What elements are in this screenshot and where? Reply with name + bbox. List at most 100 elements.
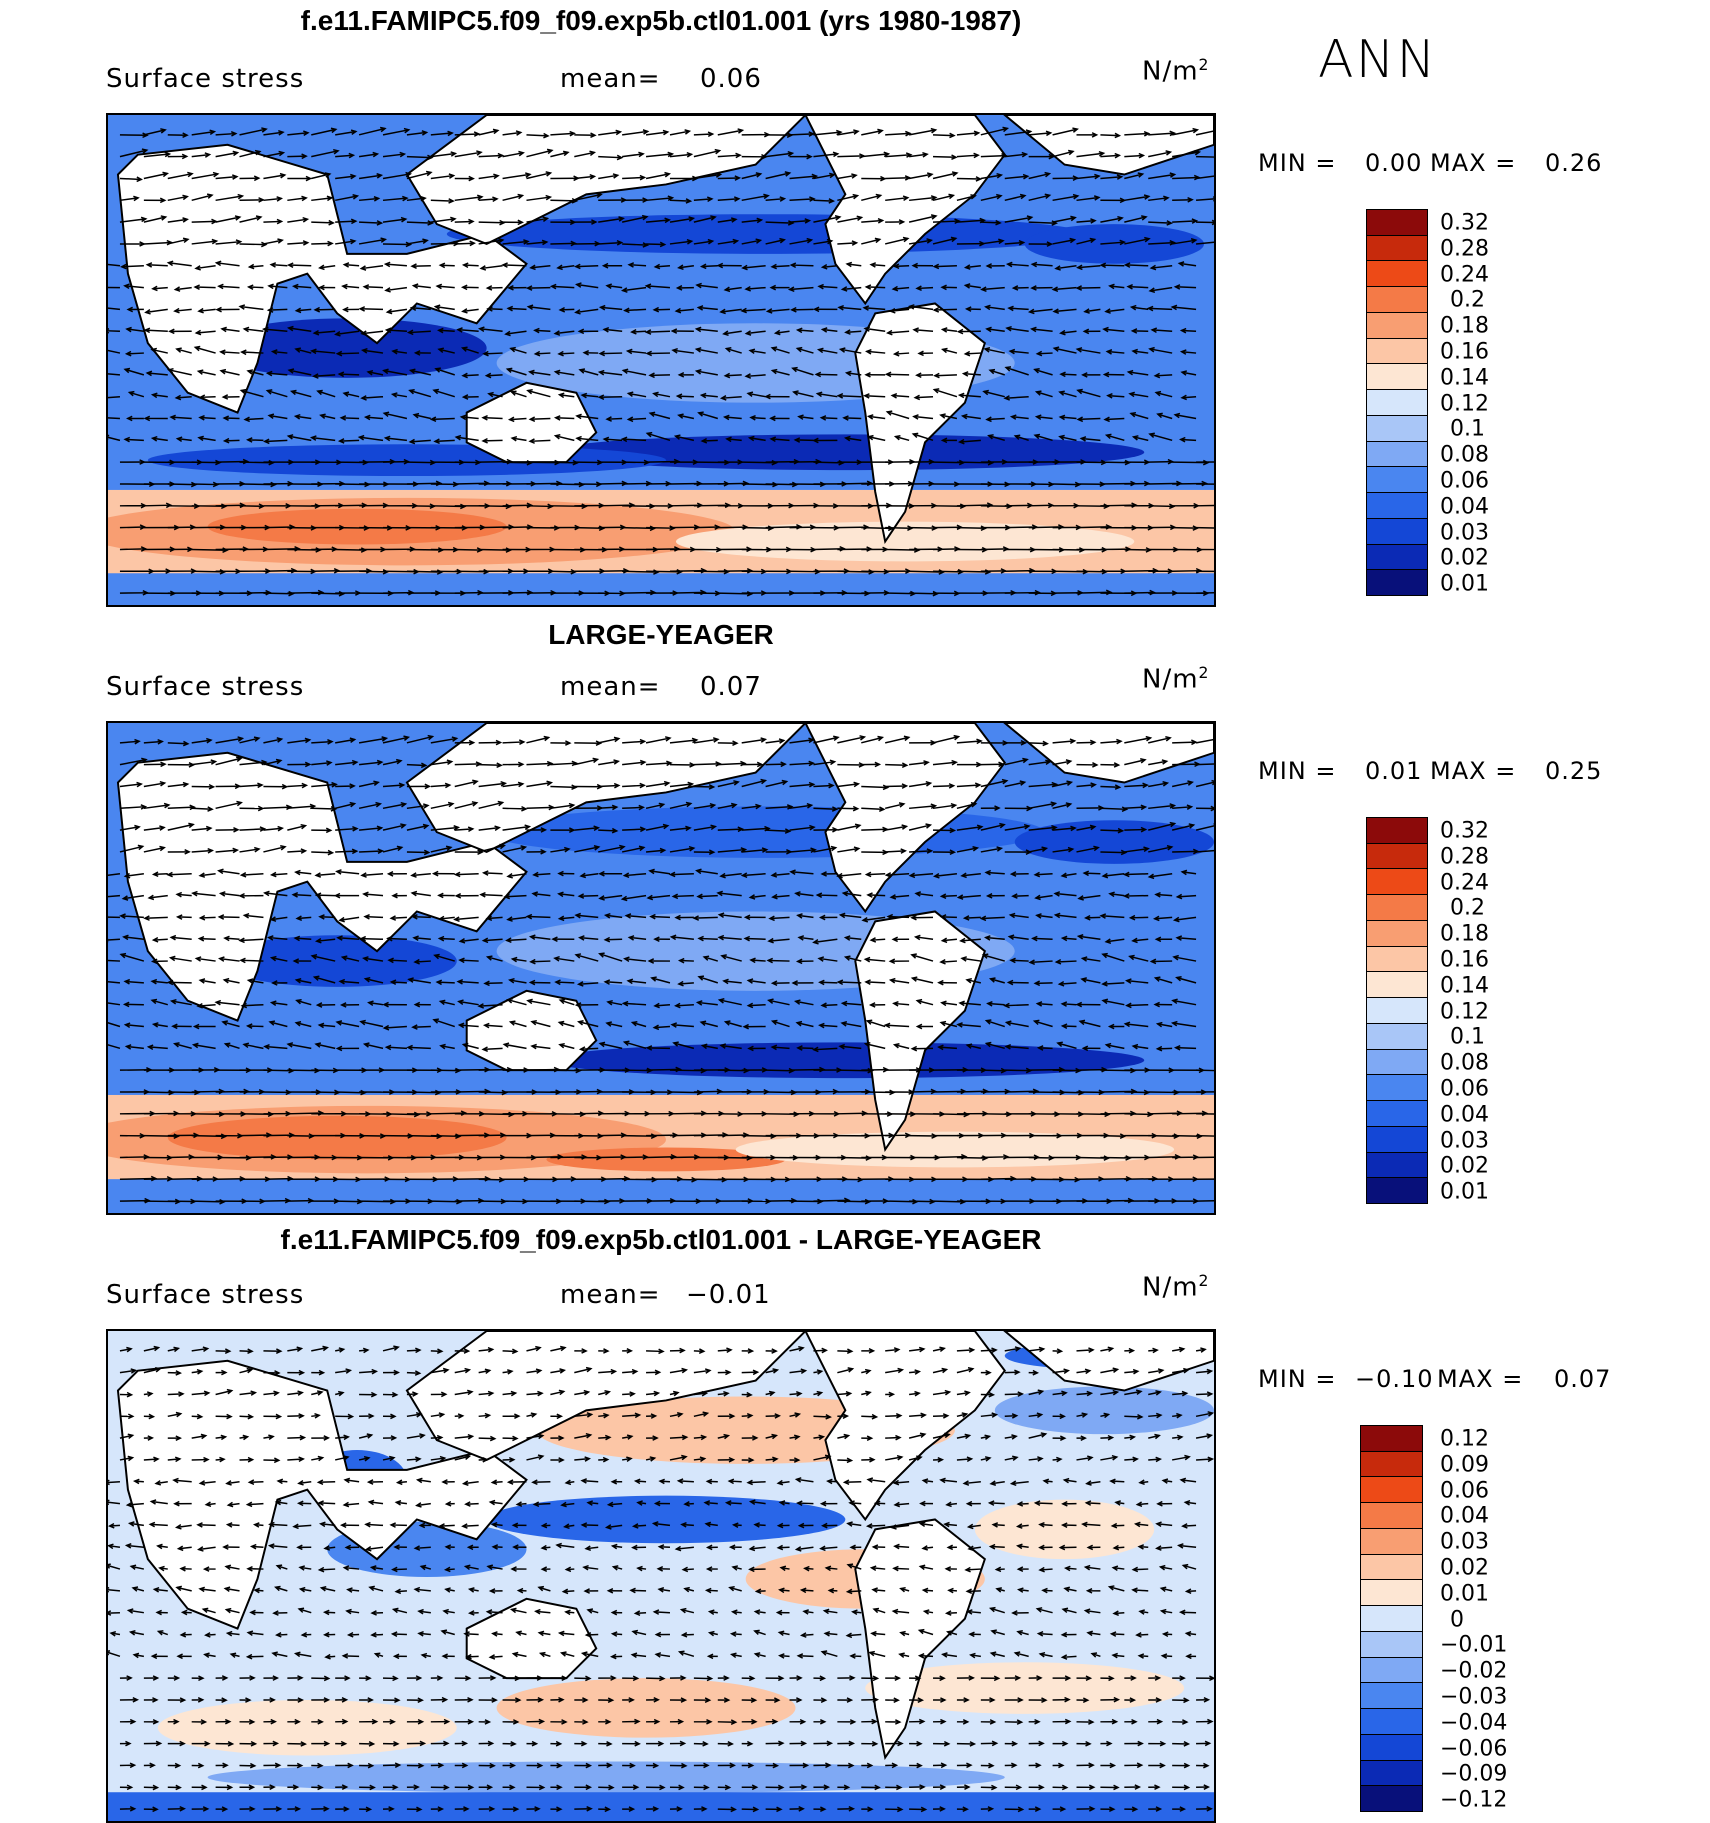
wind-vector <box>957 178 981 179</box>
wind-vector <box>1053 484 1080 485</box>
wind-vector <box>242 352 264 353</box>
wind-vector <box>108 960 120 961</box>
wind-vector <box>335 1201 361 1202</box>
wind-vector <box>550 243 575 244</box>
colorbar-cell <box>1367 844 1427 870</box>
wind-vector <box>813 200 833 201</box>
wind-vector <box>108 331 120 332</box>
wind-vector <box>287 156 306 157</box>
colorbar-cell <box>1367 895 1427 921</box>
colorbar-cell <box>1367 467 1427 493</box>
wind-vector <box>622 807 643 808</box>
wind-vector <box>1029 505 1053 506</box>
wind-vector <box>1100 786 1119 787</box>
colorbar-cell <box>1367 1024 1427 1050</box>
colorbar-cell <box>1367 1075 1427 1101</box>
wind-vector <box>144 505 171 506</box>
wind-vector <box>817 895 837 896</box>
colorbar-cell <box>1367 210 1427 236</box>
panel-2-max-value: 0.25 <box>1545 757 1602 785</box>
colorbar-label: 0.02 <box>1440 1154 1489 1179</box>
wind-vector <box>311 243 332 244</box>
wind-vector <box>383 244 410 245</box>
colorbar-cell <box>1367 287 1427 313</box>
wind-vector <box>1148 462 1172 463</box>
colorbar-cell <box>1367 261 1427 287</box>
wind-vector <box>503 265 526 266</box>
wind-vector <box>861 808 884 809</box>
panel-1-units: N/m2 <box>1142 56 1209 87</box>
wind-vector <box>694 917 718 918</box>
wind-vector <box>526 807 553 808</box>
wind-vector <box>790 134 814 135</box>
wind-vector <box>1172 742 1196 743</box>
wind-vector <box>579 896 598 897</box>
wind-vector <box>168 1157 193 1158</box>
wind-vector <box>837 156 864 157</box>
wind-vector <box>885 178 909 179</box>
wind-vector <box>550 786 576 787</box>
wind-vector <box>120 549 146 550</box>
wind-vector <box>455 549 482 550</box>
wind-vector <box>192 221 216 222</box>
wind-vector <box>885 786 906 787</box>
wind-vector <box>168 527 195 528</box>
wind-vector <box>935 375 957 376</box>
wind-vector <box>605 939 622 940</box>
wind-vector <box>791 265 813 266</box>
wind-vector <box>1124 1092 1148 1093</box>
wind-vector <box>576 266 598 267</box>
panel-1-max-label: MAX = <box>1430 149 1516 177</box>
wind-vector <box>456 874 479 875</box>
colorbar-label: 0.06 <box>1440 468 1489 493</box>
wind-vector <box>550 200 576 201</box>
wind-vector <box>1127 1005 1148 1006</box>
wind-vector <box>455 221 473 222</box>
wind-vector <box>646 244 665 245</box>
wind-vector <box>533 1482 551 1483</box>
wind-vector <box>598 1135 625 1136</box>
panel-2-units: N/m2 <box>1142 664 1209 695</box>
colorbar-label: 0.28 <box>1440 236 1489 261</box>
wind-vector <box>168 484 196 485</box>
wind-vector <box>1196 1200 1214 1201</box>
colorbar-cell <box>1367 998 1427 1024</box>
wind-vector <box>527 917 550 918</box>
wind-vector <box>479 765 502 766</box>
colorbar-label: 0.1 <box>1450 417 1485 442</box>
wind-vector <box>981 1070 1006 1071</box>
colorbar-label: 0.24 <box>1440 262 1489 287</box>
colorbar-cell <box>1367 1178 1427 1203</box>
wind-vector <box>431 200 453 201</box>
panel-1-max-value: 0.26 <box>1545 149 1602 177</box>
wind-vector <box>311 571 338 572</box>
wind-vector <box>241 960 264 961</box>
wind-vector <box>339 374 359 375</box>
colorbar-label: 0.18 <box>1440 922 1489 947</box>
wind-vector <box>1196 1070 1214 1071</box>
panel-1-map-svg <box>108 115 1214 605</box>
wind-vector <box>195 287 216 288</box>
wind-vector <box>598 157 621 158</box>
panel-2-mean-value: 0.07 <box>700 672 762 702</box>
wind-vector <box>1078 419 1100 420</box>
colorbar-cell <box>1367 1153 1427 1179</box>
wind-vector <box>1196 157 1214 158</box>
wind-vector <box>768 960 789 961</box>
panel-3-mean-label: mean= <box>560 1280 661 1310</box>
wind-vector <box>1172 200 1192 201</box>
wind-vector <box>909 1201 934 1202</box>
wind-vector <box>108 418 120 419</box>
colorbar-cell <box>1367 313 1427 339</box>
wind-vector <box>1100 852 1125 853</box>
wind-vector <box>646 528 674 529</box>
wind-vector <box>888 917 909 918</box>
panel-1-min-value: 0.00 <box>1365 149 1422 177</box>
colorbar-label: 0.08 <box>1440 443 1489 468</box>
wind-vector <box>670 1179 696 1180</box>
wind-vector <box>885 528 912 529</box>
wind-vector <box>122 266 144 267</box>
panel-1-title: f.e11.FAMIPC5.f09_f09.exp5b.ctl01.001 (y… <box>107 5 1215 37</box>
wind-vector <box>1149 308 1173 309</box>
